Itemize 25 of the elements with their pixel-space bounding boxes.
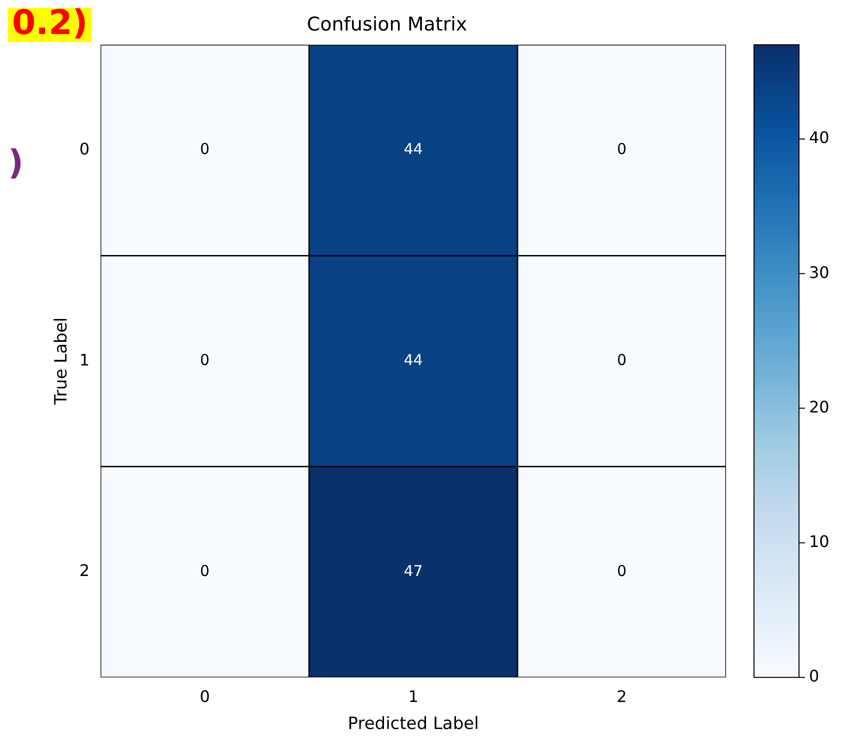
data-label: 0 [616, 350, 627, 369]
text: 0.2) [12, 2, 88, 43]
chart-title: Confusion Matrix [306, 13, 468, 36]
data-label: 44 [404, 140, 423, 158]
y-tick-label: 2 [79, 561, 90, 580]
color-bar-label: 0 [809, 666, 820, 686]
x-tick-label: 2 [616, 687, 627, 706]
data-label: 0 [200, 140, 210, 158]
data-label: 0 [200, 562, 210, 580]
color-bar-label: 10 [809, 532, 830, 551]
data-label: 0 [616, 140, 627, 158]
color-bar-label: 40 [809, 128, 830, 148]
data-label: 0 [200, 350, 210, 369]
y-tick-label: 1 [79, 350, 90, 370]
color-bar-label: 20 [809, 397, 830, 416]
y-axis-title: True Label [52, 317, 72, 406]
x-tick-label: 1 [408, 687, 418, 706]
y-tick-label: 0 [79, 139, 90, 158]
color-bar-label: 30 [809, 262, 830, 282]
text: ) [8, 142, 24, 183]
data-label: 44 [404, 350, 423, 369]
data-label: 0 [616, 562, 627, 580]
x-tick-label: 0 [200, 687, 210, 706]
data-label: 47 [404, 562, 423, 580]
x-axis-title: Predicted Label [348, 714, 479, 734]
